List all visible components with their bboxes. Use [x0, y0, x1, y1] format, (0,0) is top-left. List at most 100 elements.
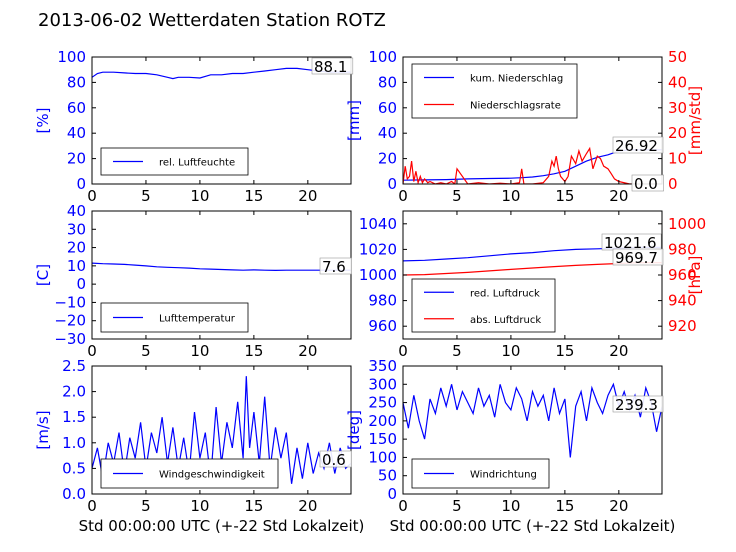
value-box: [319, 450, 352, 468]
legend-box: [411, 278, 556, 333]
y-tick-label: 2.0: [62, 383, 86, 401]
x-axis-label: Std 00:00:00 UTC (+-22 Std Lokalzeit): [390, 517, 676, 535]
y-axis-label-right: [hPa]: [686, 256, 704, 295]
y-tick-label: 40: [67, 124, 86, 142]
value-box: [319, 257, 352, 275]
legend: kum. Niederschlag Niederschlagsrate: [411, 63, 578, 119]
legend-label: rel. Luftfeuchte: [159, 158, 235, 169]
y-tick-label: 40: [67, 202, 86, 220]
x-tick-label: 20: [609, 187, 628, 205]
series-group: [92, 376, 351, 484]
y-tick-label: 2.5: [62, 357, 86, 375]
x-tick-label: 0: [398, 497, 408, 515]
y-tick-label-right: 960: [668, 266, 697, 284]
x-tick-label: 15: [244, 342, 263, 360]
x-tick-label: 20: [609, 497, 628, 515]
series-line-1: [92, 67, 351, 80]
x-tick-label: 0: [87, 342, 97, 360]
y-axis-label: [mm]: [345, 100, 363, 141]
legend-box: [411, 63, 578, 119]
value-label: 0.0: [634, 175, 658, 193]
x-tick-label: 5: [141, 342, 151, 360]
legend-label: Niederschlagsrate: [470, 101, 561, 112]
plot-frame: [91, 56, 352, 185]
y-tick-label: 200: [368, 412, 397, 430]
x-tick-label: 15: [555, 342, 574, 360]
y-tick-label: 0.5: [62, 459, 86, 477]
value-box: [631, 174, 664, 192]
panel-4: 0 5 10 15 20 960 980 1000 1020 1040 920 940 960 980 10…: [359, 210, 706, 360]
x-tick-label: 15: [244, 187, 263, 205]
y-axis-label: [m/s]: [34, 410, 52, 449]
x-tick-label: 0: [398, 342, 408, 360]
y-tick-label-right: 0: [668, 175, 678, 193]
figure-title: 2013-06-02 Wetterdaten Station ROTZ: [38, 10, 386, 31]
y-tick-label-right: 1000: [668, 215, 706, 233]
y-tick-label: 60: [67, 99, 86, 117]
legend-label: Lufttemperatur: [159, 314, 236, 325]
y-tick-label: 20: [67, 150, 86, 168]
y-tick-label: 1000: [359, 266, 397, 284]
x-tick-label: 5: [141, 497, 151, 515]
y-tick-label: 0: [76, 175, 86, 193]
legend-label: red. Luftdruck: [470, 288, 540, 299]
series-line-1: [92, 376, 351, 484]
y-tick-label-right: 940: [668, 292, 697, 310]
y-tick-label: −30: [54, 330, 86, 348]
x-tick-label: 15: [555, 187, 574, 205]
x-tick-label: 15: [244, 497, 263, 515]
x-tick-label: 10: [190, 187, 209, 205]
y-tick-label: 20: [67, 239, 86, 257]
x-tick-label: 5: [452, 342, 462, 360]
legend: Windrichtung: [411, 458, 550, 489]
y-tick-label: 100: [368, 448, 397, 466]
value-box: [612, 395, 664, 413]
x-tick-label: 10: [501, 187, 520, 205]
y-axis-label: [C]: [34, 264, 52, 286]
y-axis-label: [%]: [34, 108, 52, 134]
y-tick-label: 1020: [359, 240, 397, 258]
x-tick-label: 5: [452, 497, 462, 515]
y-tick-label: 80: [67, 73, 86, 91]
value-label: 26.92: [615, 137, 658, 155]
series-group: [92, 67, 351, 80]
panel-5: 0 5 10 15 20 0.0 0.5 1.0 1.5 2.0 2.5 [m/s] Std 00:00…: [34, 357, 364, 535]
x-tick-label: 20: [298, 342, 317, 360]
x-tick-label: 10: [501, 497, 520, 515]
plot-frame: [402, 56, 663, 185]
legend: rel. Luftfeuchte: [100, 147, 249, 176]
value-label: 88.1: [314, 58, 347, 76]
y-axis-label: [deg]: [345, 410, 363, 450]
y-tick-label: 1.0: [62, 434, 86, 452]
x-axis-label: Std 00:00:00 UTC (+-22 Std Lokalzeit): [79, 517, 365, 535]
y-tick-label: 980: [368, 292, 397, 310]
x-tick-label: 0: [87, 497, 97, 515]
y-tick-label: 0: [76, 275, 86, 293]
legend: red. Luftdruck abs. Luftdruck: [411, 278, 556, 333]
y-tick-label-right: 20: [668, 124, 687, 142]
y-tick-label: −10: [54, 293, 86, 311]
plot-frame: [91, 365, 352, 495]
x-tick-label: 0: [87, 187, 97, 205]
x-tick-label: 20: [609, 342, 628, 360]
x-tick-label: 5: [452, 187, 462, 205]
value-label: 239.3: [615, 396, 658, 414]
y-tick-label: 350: [368, 357, 397, 375]
y-tick-label-right: 10: [668, 150, 687, 168]
y-tick-label: 0: [387, 485, 397, 503]
y-tick-label: 40: [378, 124, 397, 142]
panel-3: 0 5 10 15 20−30−20−10010203040[C]Lufttempera…: [34, 202, 352, 360]
y-tick-label: 1.5: [62, 408, 86, 426]
legend-label: kum. Niederschlag: [470, 74, 563, 85]
x-tick-label: 10: [190, 342, 209, 360]
x-tick-label: 10: [501, 342, 520, 360]
y-tick-label-right: 920: [668, 317, 697, 335]
y-tick-label: −20: [54, 312, 86, 330]
legend: Lufttemperatur: [100, 302, 249, 333]
plot-frame: [91, 210, 352, 340]
series-line-2: [403, 146, 662, 184]
value-box: [311, 57, 354, 75]
y-tick-label: 100: [57, 48, 86, 66]
